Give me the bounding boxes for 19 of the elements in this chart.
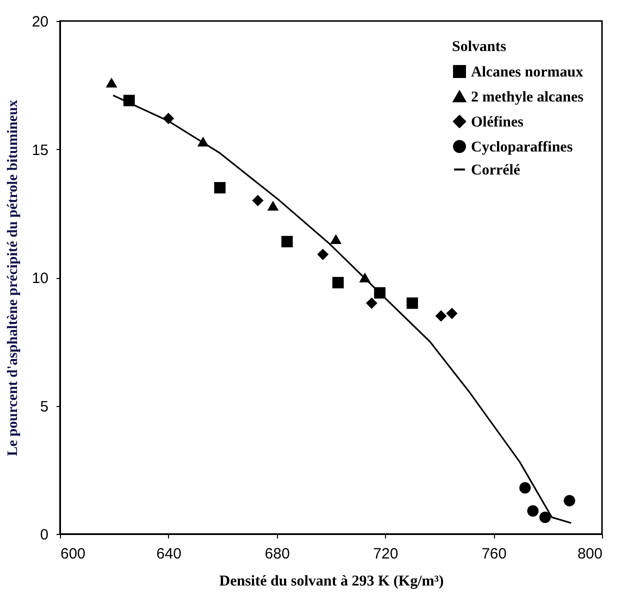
legend-title: Solvants xyxy=(452,39,506,55)
y-tick-label: 20 xyxy=(32,14,48,30)
legend-label: Alcanes normaux xyxy=(471,64,584,80)
x-tick-label: 720 xyxy=(373,546,398,562)
y-tick-label: 5 xyxy=(40,398,48,416)
x-tick-label: 680 xyxy=(264,546,290,562)
y-tick-label: 15 xyxy=(32,142,48,159)
legend-label: Cycloparaffines xyxy=(471,140,573,156)
y-axis-title: Le pourcent d'asphaltène précipité du pétrole bitumineux xyxy=(4,99,21,456)
x-tick-label: 760 xyxy=(482,546,507,562)
y-tick-label: 10 xyxy=(32,270,48,287)
legend-label: 2 methyle alcanes xyxy=(471,90,584,106)
x-tick-label: 600 xyxy=(60,546,86,562)
x-tick-label: 800 xyxy=(577,546,602,562)
x-axis-title: Densité du solvant à 293 K (Kg/m³) xyxy=(219,574,444,590)
x-tick-label: 640 xyxy=(156,546,182,562)
y-tick-label: 0 xyxy=(40,526,48,544)
legend-label: Oléfines xyxy=(471,114,524,130)
legend-label: Corrélé xyxy=(471,162,520,178)
